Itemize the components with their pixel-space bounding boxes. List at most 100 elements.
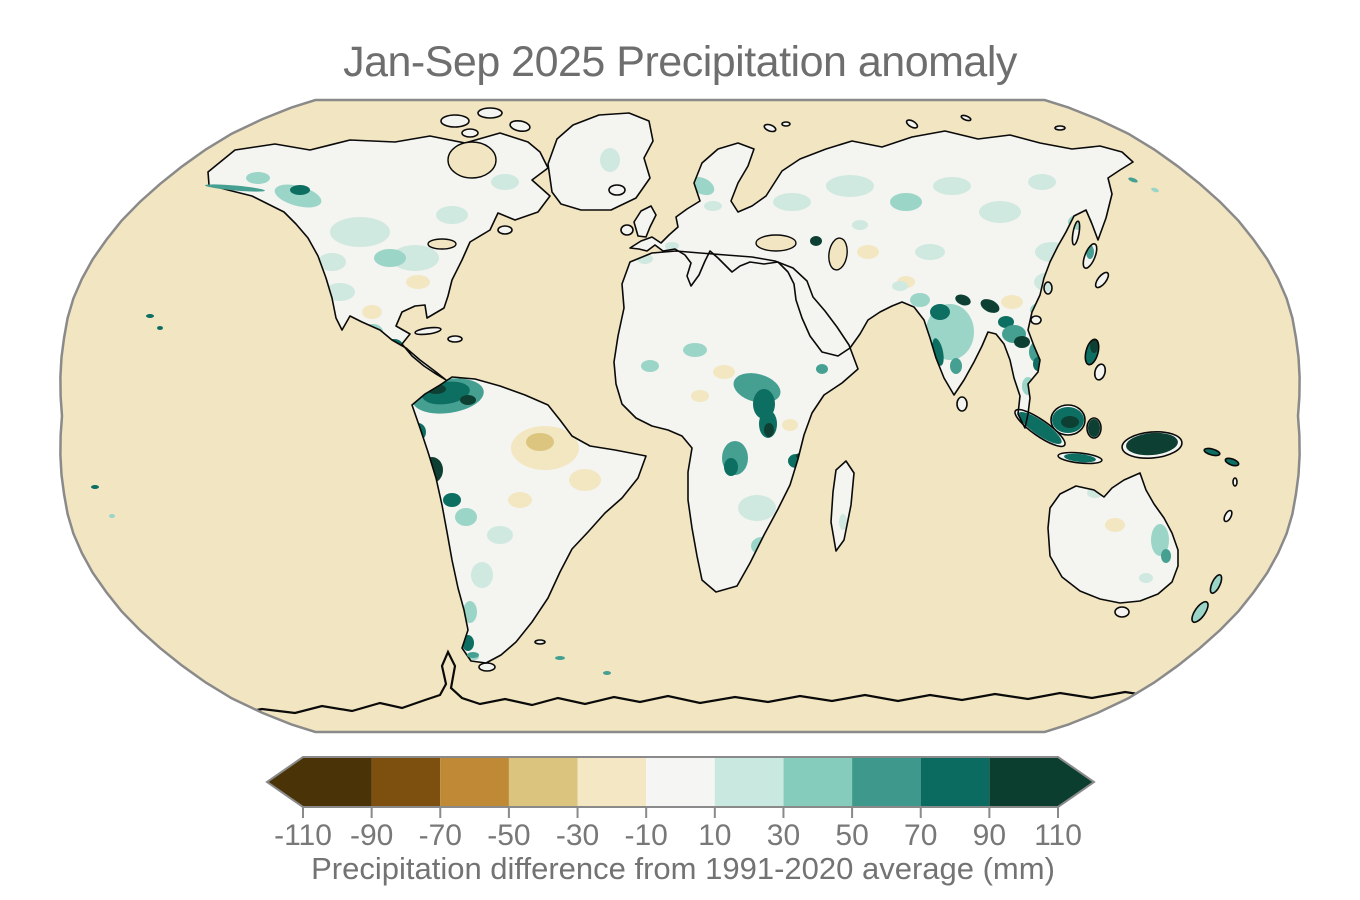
- coastline-north-america: [207, 132, 551, 381]
- coastline-greenland: [547, 112, 654, 211]
- anomaly-patch: [816, 364, 828, 374]
- anomaly-patch: [290, 185, 310, 195]
- island-arctic-island-3: [510, 120, 530, 132]
- anomaly-patch: [1225, 458, 1239, 466]
- ocean-island: [146, 314, 154, 318]
- island-coast-hispaniola: [447, 335, 463, 343]
- island-coast-falklands: [534, 639, 546, 645]
- anomaly-patch: [915, 244, 945, 260]
- anomaly-patch: [852, 220, 868, 230]
- anomaly-patch: [979, 201, 1021, 223]
- anomaly-patch: [526, 433, 554, 451]
- island-hispaniola: [448, 336, 462, 342]
- anomaly-patch: [1061, 416, 1079, 428]
- anomaly-patch: [665, 242, 679, 250]
- island-coast-novaya-zemlya: [905, 119, 919, 129]
- anomaly-patch: [246, 172, 270, 184]
- anomaly-patch: [1088, 419, 1100, 437]
- ocean-island: [603, 671, 611, 675]
- island-philippines-2: [1094, 364, 1106, 380]
- island-coast-new-zealand-south: [1191, 600, 1209, 624]
- anomaly-patch: [1191, 601, 1209, 623]
- anomaly-patch: [1126, 432, 1178, 456]
- island-coast-sakhalin: [1071, 220, 1081, 246]
- anomaly-patches: [246, 148, 1239, 660]
- anomaly-patch: [1210, 574, 1222, 594]
- anomaly-patch: [460, 395, 476, 405]
- island-severnaya-zemlya: [961, 115, 971, 121]
- lakes: [427, 141, 848, 271]
- island-coast-arctic-island-3: [509, 119, 531, 133]
- anomaly-patch: [318, 253, 346, 271]
- antarctica-coastline: [95, 649, 1282, 719]
- coastline-australia: [1047, 472, 1179, 604]
- anomaly-patch: [508, 492, 532, 508]
- coastline-africa: [613, 250, 859, 593]
- anomaly-patch: [443, 493, 461, 507]
- ocean-island: [109, 514, 115, 518]
- lake-caspian-sea: [828, 237, 848, 271]
- anomaly-patch: [455, 508, 477, 526]
- chart-title: Jan-Sep 2025 Precipitation anomaly: [343, 38, 1017, 86]
- ocean-island: [555, 656, 565, 660]
- ocean-island: [1151, 187, 1159, 193]
- island-coast-sulawesi: [1086, 417, 1102, 439]
- colorbar-segment: [989, 757, 1059, 807]
- coastline-south-america: [411, 376, 647, 664]
- anomaly-patch: [569, 469, 601, 491]
- anomaly-patch: [1001, 295, 1023, 309]
- anomaly-patch: [826, 175, 874, 197]
- island-sri-lanka: [957, 397, 967, 411]
- island-tierra-del-fuego: [479, 663, 495, 671]
- island-hainan: [1031, 316, 1041, 324]
- anomaly-patch: [641, 360, 659, 372]
- island-novaya-zemlya: [906, 120, 918, 128]
- island-newfoundland: [498, 226, 512, 234]
- anomaly-patch: [738, 495, 776, 521]
- anomaly-patch: [713, 365, 735, 379]
- island-coast-wrangel: [1054, 125, 1066, 131]
- coastlines: [207, 107, 1240, 672]
- anomaly-patch: [1090, 339, 1098, 353]
- colorbar-tick-label: -30: [556, 819, 599, 852]
- island-coast-japan-south: [1094, 271, 1110, 289]
- ocean-island: [157, 326, 163, 330]
- anomaly-patch: [892, 281, 908, 291]
- colorbar-segment: [303, 757, 372, 807]
- island-coast-iceland: [608, 184, 626, 196]
- island-tasmania: [1115, 607, 1129, 617]
- colorbar-tick-label: 70: [904, 819, 937, 852]
- island-coast-solomons-2: [1224, 457, 1240, 467]
- colorbar-tick-label: -70: [419, 819, 462, 852]
- colorbar-tick-label: -10: [625, 819, 668, 852]
- map-border: [59, 98, 1301, 734]
- landmass-australia: [1048, 473, 1178, 603]
- island-coast-philippines-2: [1093, 363, 1107, 381]
- island-arctic-island-1: [441, 115, 469, 127]
- colorbar-tick-label: -50: [487, 819, 530, 852]
- island-coast-philippines-1: [1084, 338, 1100, 366]
- colorbar-tick-label: 90: [973, 819, 1006, 852]
- anomaly-patch: [773, 193, 811, 211]
- island-falklands: [535, 640, 545, 644]
- island-coast-tierra-del-fuego: [478, 662, 496, 672]
- island-coast-borneo: [1050, 404, 1086, 436]
- projection-outline: [59, 98, 1301, 734]
- island-coast-new-zealand-north: [1209, 573, 1223, 595]
- island-wrangel: [1055, 126, 1065, 130]
- anomaly-patch: [1139, 573, 1153, 583]
- island-coast-svalbard-2: [781, 121, 791, 127]
- island-coast-vanuatu: [1232, 477, 1238, 487]
- colorbar-segment: [920, 757, 990, 807]
- ocean-islands: [91, 177, 1159, 675]
- island-arctic-island-2: [478, 108, 502, 118]
- island-arctic-island-4: [462, 129, 478, 137]
- landmass-africa: [614, 251, 858, 592]
- colorbar-tick-label: -110: [274, 819, 332, 852]
- island-coast-newfoundland: [497, 225, 513, 235]
- lake-black-sea: [755, 234, 797, 252]
- anomaly-patch: [910, 293, 930, 307]
- island-japan-south: [1095, 272, 1109, 288]
